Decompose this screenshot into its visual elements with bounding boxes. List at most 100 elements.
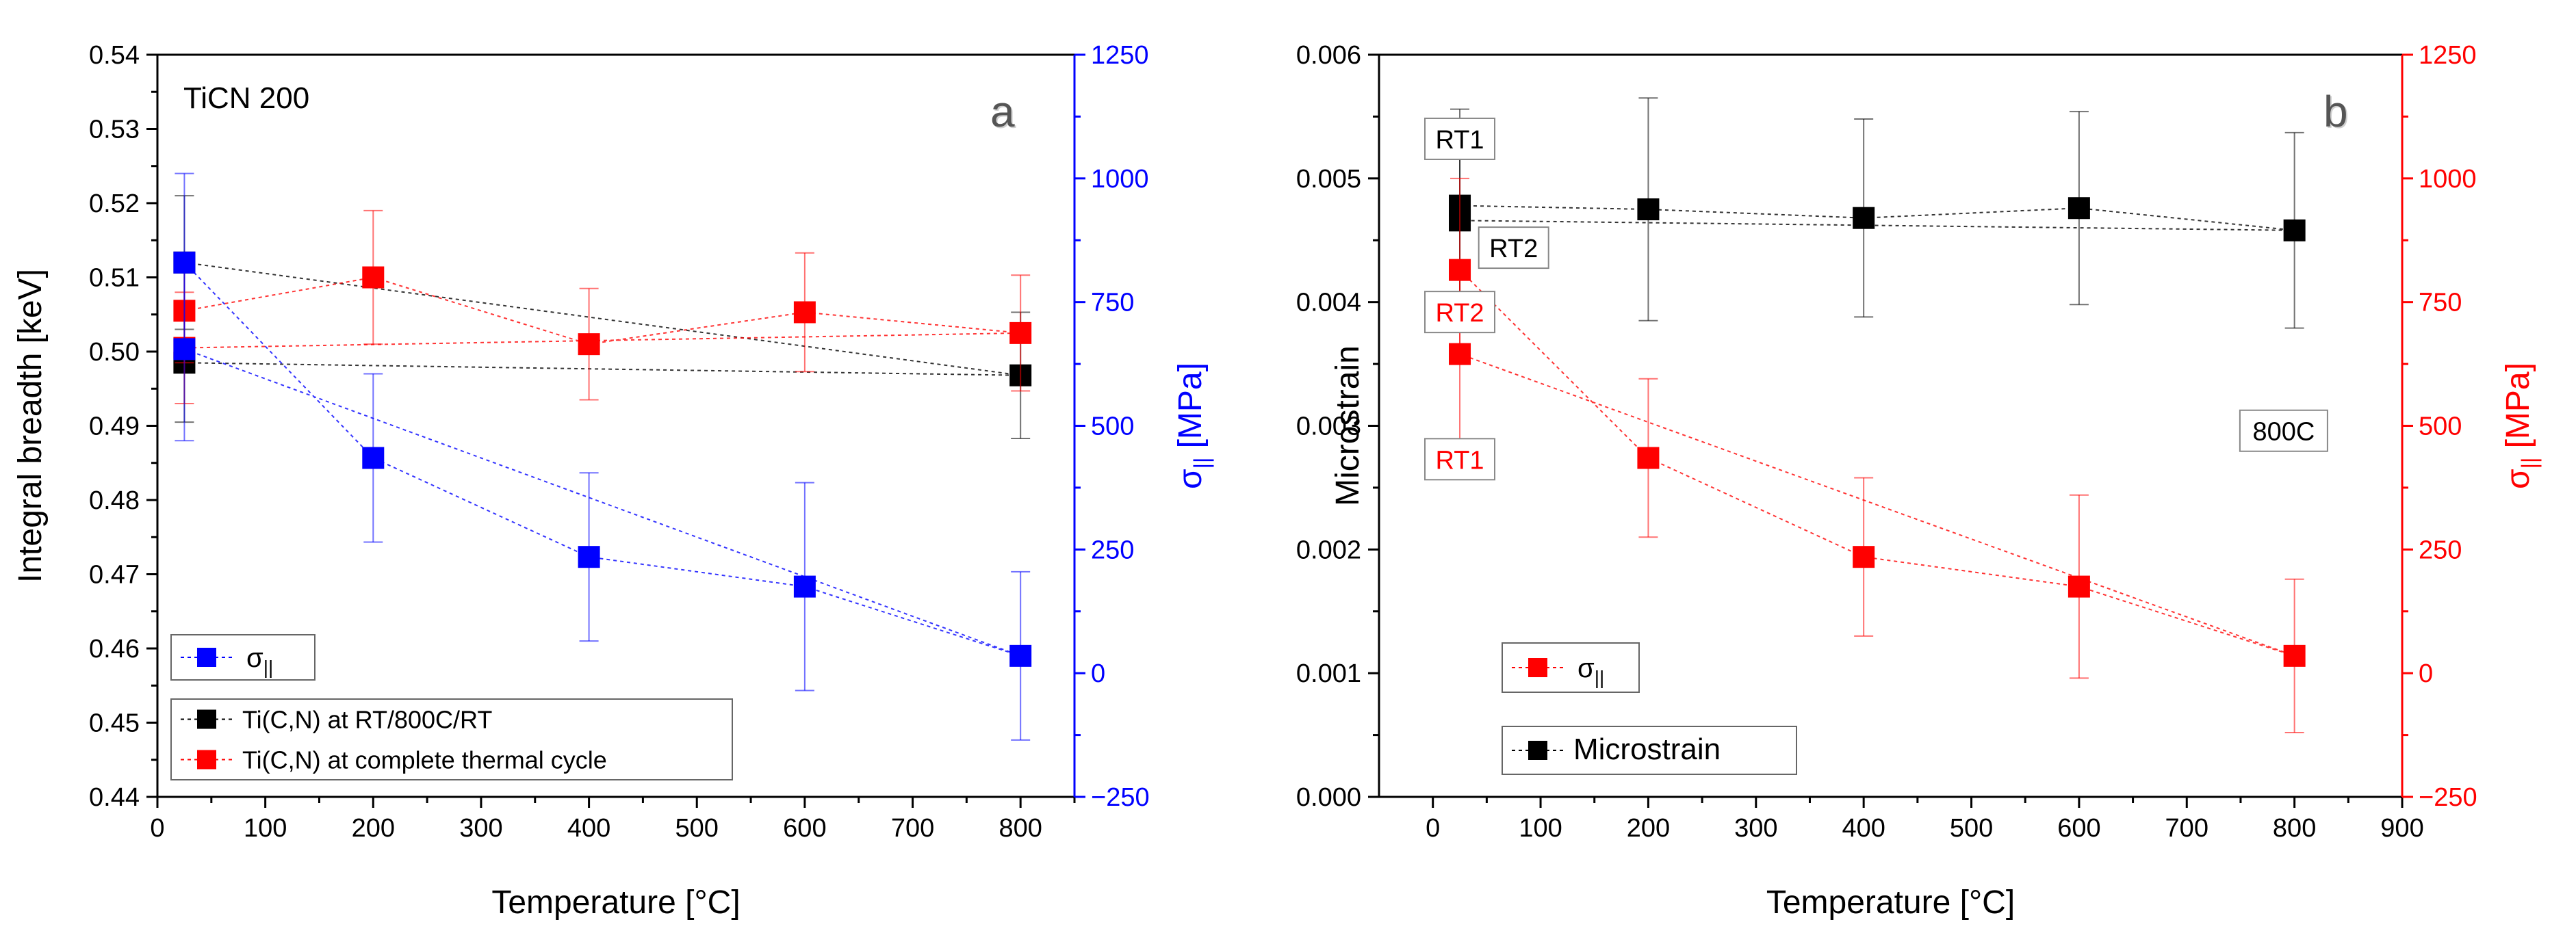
y-tick-label: 0.45 (89, 709, 140, 738)
legend-sigma-symbol: σ (246, 643, 263, 673)
y-tick-label: 0.002 (1296, 536, 1361, 564)
annotation-label: RT1 (1435, 126, 1484, 155)
y2-axis-title-symbol: σ (1172, 469, 1209, 489)
y2-tick-label: 0 (1091, 659, 1105, 688)
annotation-box (1424, 438, 1496, 481)
panel-label-shadow: b (2325, 88, 2349, 137)
legend-main-label: Ti(C,N) at RT/800C/RT (242, 706, 492, 734)
x-tick-label: 0 (150, 814, 164, 843)
y2-axis-title-subscript: || (1189, 458, 1214, 469)
panel-label: b (2323, 87, 2348, 136)
y-tick-label: 0.44 (89, 783, 140, 812)
panel-label: a (990, 87, 1015, 136)
annotation-label: 800C (2252, 418, 2315, 447)
x-tick-label: 100 (244, 814, 287, 843)
annotation-box (1424, 117, 1496, 160)
y2-axis-title-symbol: σ (2500, 469, 2536, 489)
y-tick-label: 0.52 (89, 189, 140, 218)
y2-axis-title: σ|| [MPa] (2500, 363, 2542, 489)
inset-title: TiCN 200 (183, 81, 309, 115)
data-point (1009, 321, 1032, 344)
annotation-label: RT2 (1489, 235, 1538, 263)
y2-axis-title-subscript: || (2517, 458, 2542, 469)
data-point (2283, 644, 2306, 667)
x-tick-label: 100 (1519, 814, 1562, 843)
y2-tick-label: −250 (1091, 783, 1150, 812)
y2-tick-label: 1000 (2419, 165, 2477, 194)
legend-sigma-symbol: σ (1577, 653, 1595, 683)
data-point (1637, 447, 1660, 469)
data-point (2068, 575, 2090, 598)
y2-tick-label: 500 (1091, 412, 1134, 441)
y-tick-label: 0.49 (89, 412, 140, 441)
legend-sigma-box (170, 634, 315, 681)
x-axis-title: Temperature [°C] (491, 884, 740, 921)
data-point (578, 333, 600, 356)
series-line (184, 261, 1021, 376)
series-line (184, 276, 1021, 349)
series-line (1460, 205, 2295, 231)
y-tick-label: 0.46 (89, 635, 140, 663)
legend-main-marker (1528, 741, 1547, 760)
x-tick-label: 700 (2165, 814, 2208, 843)
panel-label-shadow: a (992, 88, 1016, 137)
legend-main-label: Microstrain (1573, 733, 1721, 766)
y-tick-label: 0.001 (1296, 659, 1361, 688)
legend-main-label: Ti(C,N) at complete thermal cycle (242, 746, 607, 774)
data-point (1009, 644, 1032, 667)
y2-tick-label: 1250 (1091, 41, 1149, 70)
legend-sigma-label: σ|| (1577, 653, 1604, 688)
y2-tick-label: 750 (1091, 289, 1134, 317)
y-tick-label: 0.51 (89, 264, 140, 293)
data-point (578, 546, 600, 568)
x-tick-label: 200 (1627, 814, 1670, 843)
series-0 (173, 195, 1032, 439)
x-tick-label: 300 (1734, 814, 1777, 843)
legend-sigma-marker (197, 648, 216, 667)
x-tick-label: 300 (459, 814, 502, 843)
y-tick-label: 0.48 (89, 486, 140, 515)
data-point (2283, 219, 2306, 241)
y-tick-label: 0.006 (1296, 41, 1361, 70)
data-point (1449, 343, 1471, 365)
data-point (362, 447, 385, 469)
x-tick-label: 500 (1950, 814, 1993, 843)
legend-main-box (1502, 726, 1797, 775)
x-tick-label: 400 (567, 814, 610, 843)
x-tick-label: 800 (999, 814, 1042, 843)
y2-tick-label: 1250 (2419, 41, 2477, 70)
legend-main-marker (197, 750, 216, 770)
panel-a-chart: 0 100 200 300 400 500 600 700 800 0.44 0.45 0.46 0.4… (12, 41, 1214, 921)
legend-main-box (170, 698, 733, 780)
series-line (183, 262, 1021, 657)
y-tick-label: 0.54 (89, 41, 140, 70)
y-axis-title: Integral breadth [keV] (12, 269, 49, 583)
x-tick-label: 900 (2380, 814, 2423, 843)
y-tick-label: 0.005 (1296, 165, 1361, 194)
data-point (793, 301, 816, 324)
y2-axis-title-unit: [MPa] (1172, 363, 1209, 458)
y2-axis-title: σ|| [MPa] (1172, 363, 1214, 489)
y-axis-title: Microstrain (1330, 345, 1366, 506)
x-tick-label: 600 (2057, 814, 2100, 843)
data-point (1637, 198, 1660, 221)
series-2 (173, 172, 1032, 741)
panel-b-chart: 0 100 200 300 400 500 600 700 800 900 0.000 0.001 0.… (1296, 41, 2542, 921)
series-line (1459, 269, 2295, 657)
legend-sigma-box (1502, 642, 1640, 693)
data-point (793, 575, 816, 598)
y-tick-label: 0.004 (1296, 289, 1361, 317)
x-tick-label: 800 (2273, 814, 2316, 843)
x-tick-label: 0 (1426, 814, 1440, 843)
x-tick-label: 200 (352, 814, 395, 843)
y-tick-label: 0.003 (1296, 412, 1361, 441)
data-point (1853, 546, 1875, 568)
y2-tick-label: 750 (2419, 289, 2462, 317)
y-tick-label: 0.47 (89, 561, 140, 590)
annotation-box (2239, 409, 2328, 452)
annotation-box (1424, 291, 1496, 334)
data-point (2068, 197, 2090, 220)
x-tick-label: 600 (783, 814, 826, 843)
y-tick-label: 0.000 (1296, 783, 1361, 812)
